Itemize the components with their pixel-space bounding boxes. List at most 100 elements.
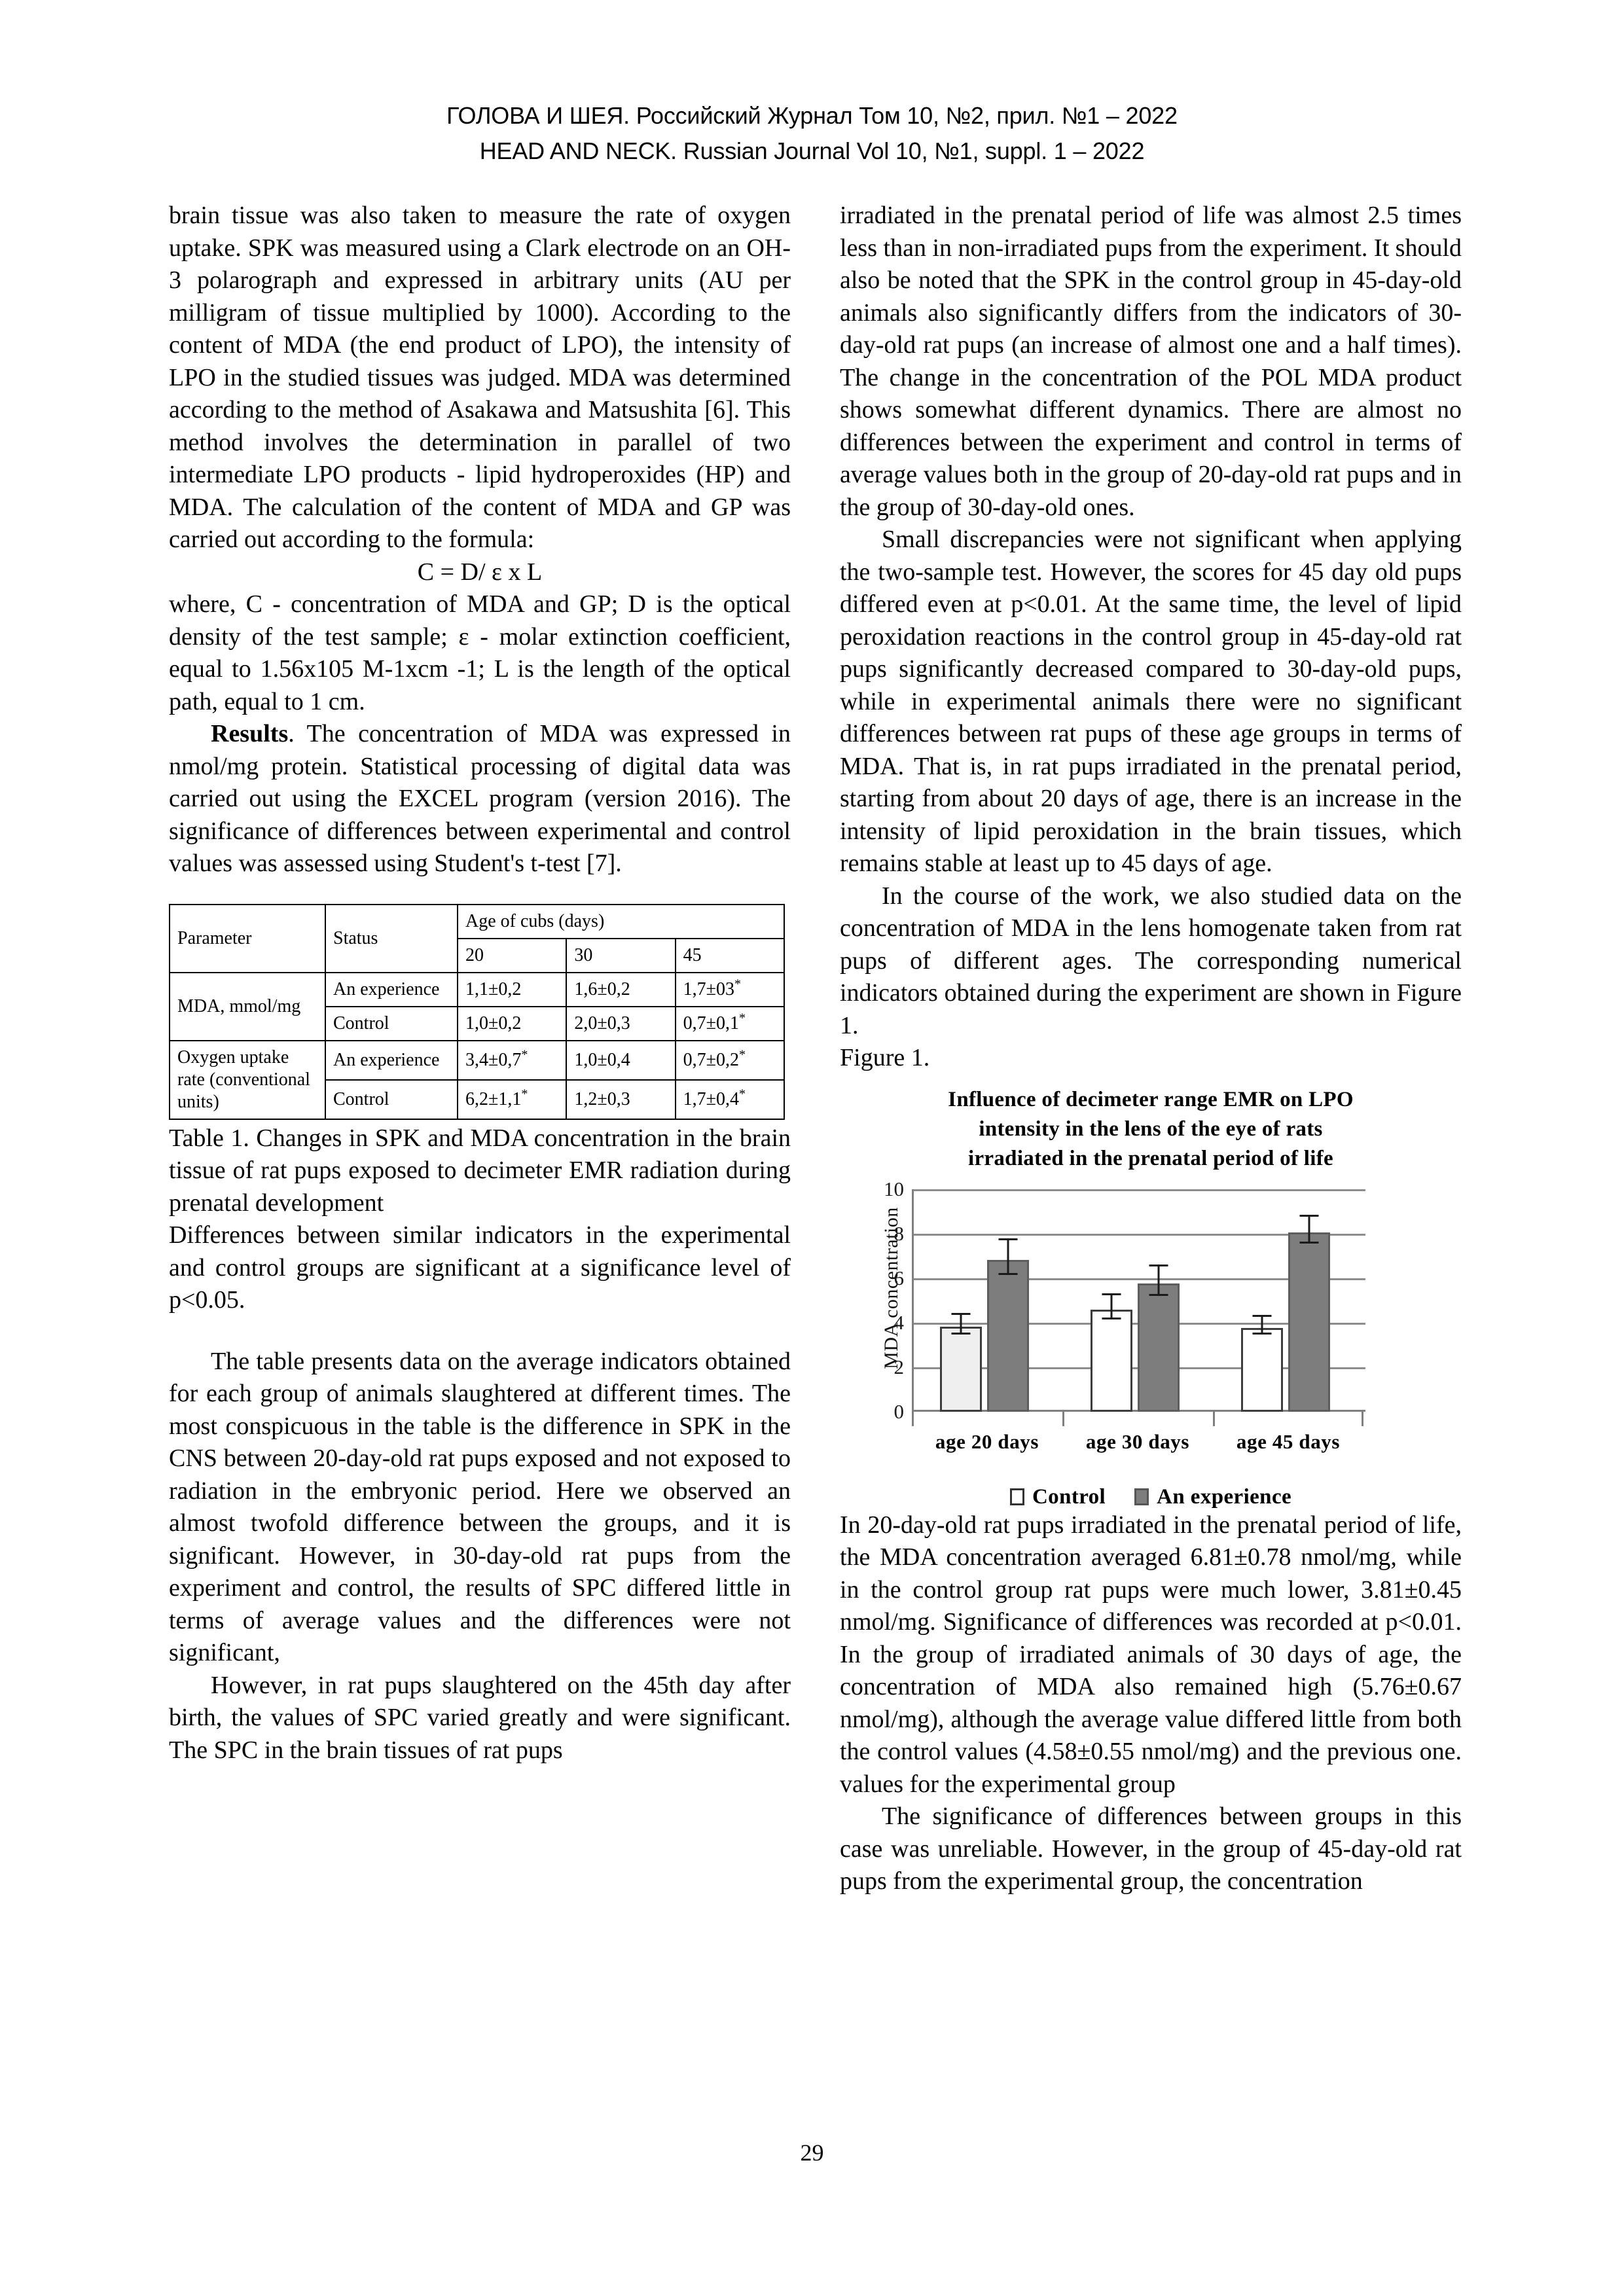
chart-x-tick (1062, 1411, 1064, 1426)
chart-group-age-20 (914, 1189, 1064, 1412)
chart-error-cap-bottom (1102, 1318, 1121, 1320)
page-number: 29 (800, 2140, 824, 2166)
table-header-age-45: 45 (674, 937, 785, 973)
table-cell-value: 1,2±0,3 (566, 1079, 676, 1120)
running-head-line-en: HEAD AND NECK. Russian Journal Vol 10, №… (479, 137, 1145, 164)
significance-marker: * (521, 1086, 528, 1102)
table-cell-value: 1,6±0,2 (566, 971, 676, 1007)
chart-error-bar (1110, 1295, 1113, 1320)
table-1-caption: Table 1. Changes in SPK and MDA concentr… (169, 1124, 791, 1217)
chart-plot-area: MDA concentration 10 8 6 4 2 0 (840, 1177, 1462, 1453)
left-column: brain tissue was also taken to measure t… (169, 200, 791, 1767)
chart-y-tick: 10 (884, 1177, 904, 1200)
chart-error-bar (1308, 1217, 1310, 1244)
table-header-row-2: 20 30 45 (170, 937, 785, 973)
table-1: Parameter Status Age of cubs (days) 20 3… (169, 903, 785, 1120)
table-cell-value: 3,4±0,7* (456, 1039, 568, 1081)
table-row: Control 1,0±0,2 2,0±0,3 0,7±0,1* (170, 1005, 785, 1041)
chart-error-cap-bottom (1252, 1333, 1272, 1335)
chart-y-tick: 4 (893, 1310, 905, 1334)
paragraph-discussion-1: The table presents data on the average i… (169, 1347, 791, 1667)
table-cell-value: 1,7±03* (674, 971, 785, 1007)
chart-x-label: age 30 days (1085, 1429, 1190, 1453)
chart-legend-label: Control (1032, 1484, 1106, 1509)
paragraph-right-5: The significance of differences between … (840, 1803, 1462, 1895)
chart-x-label: age 45 days (1236, 1429, 1341, 1453)
chart-legend-item-experience: An experience (1134, 1485, 1291, 1509)
chart-group-age-30 (1064, 1189, 1215, 1412)
chart-title-line-1: Influence of decimeter range EMR on LPO (948, 1087, 1354, 1111)
table-cell-value: 2,0±0,3 (566, 1005, 676, 1041)
chart-y-tick: 2 (893, 1355, 905, 1378)
significance-marker: * (739, 1086, 746, 1102)
table-cell-status-experience: An experience (325, 1039, 458, 1081)
chart-error-bar (1007, 1240, 1009, 1276)
table-header-age-30: 30 (566, 937, 676, 973)
chart-error-cap-top (1102, 1293, 1121, 1296)
table-cell-value: 1,0±0,4 (566, 1039, 676, 1081)
chart-bar-control (940, 1312, 982, 1412)
table-cell-parameter-mda: MDA, mmol/mg (169, 971, 326, 1041)
table-header-row-1: Parameter Status Age of cubs (days) (169, 903, 785, 973)
table-header-status: Status (325, 903, 458, 973)
significance-marker: * (739, 1047, 746, 1062)
significance-marker: * (521, 1047, 528, 1062)
chart-bar-experience (1288, 1215, 1330, 1412)
chart-legend: Control An experience (840, 1485, 1462, 1509)
body-columns: brain tissue was also taken to measure t… (169, 200, 1462, 1898)
paragraph-right-3: In the course of the work, we also studi… (840, 882, 1462, 1039)
results-heading: Results (211, 720, 289, 747)
table-cell-status-experience: An experience (325, 971, 458, 1007)
table-cell-parameter-oxygen: Oxygen uptake rate (conventional units) (169, 1039, 326, 1120)
paragraph-right-1: irradiated in the prenatal period of lif… (840, 202, 1462, 521)
chart-error-cap-top (951, 1312, 971, 1315)
table-cell-value: 1,0±0,2 (456, 1005, 568, 1041)
table-cell-value: 1,7±0,4* (674, 1079, 785, 1120)
chart-gridline (914, 1278, 1365, 1280)
figure-1-label: Figure 1. (840, 1044, 930, 1071)
results-text: . The concentration of MDA was expressed… (169, 720, 791, 877)
chart-x-tick (912, 1411, 914, 1426)
table-cell-status-control: Control (325, 1079, 458, 1120)
chart-error-cap-bottom (951, 1333, 971, 1335)
chart-x-tick (1362, 1411, 1363, 1426)
formula-concentration: C = D/ ε x L (417, 558, 543, 586)
table-1-wrapper: Parameter Status Age of cubs (days) 20 3… (169, 903, 791, 1120)
significance-marker: * (739, 1011, 746, 1026)
table-cell-status-control: Control (325, 1005, 458, 1041)
chart-plot (912, 1189, 1365, 1412)
table-row: Control 6,2±1,1* 1,2±0,3 1,7±0,4* (170, 1079, 785, 1120)
paragraph-right-2: Small discrepancies were not significant… (840, 526, 1462, 877)
chart-bar-groups (914, 1189, 1365, 1412)
chart-y-tick: 8 (893, 1221, 905, 1245)
chart-bar-control (1241, 1315, 1283, 1412)
chart-group-age-45 (1215, 1189, 1365, 1412)
running-head: ГОЛОВА И ШЕЯ. Российский Журнал Том 10, … (0, 98, 1624, 169)
table-header-age-group: Age of cubs (days) (457, 903, 785, 939)
chart-error-cap-top (998, 1238, 1018, 1241)
table-row: MDA, mmol/mg An experience 1,1±0,2 1,6±0… (169, 971, 785, 1041)
table-header-age-20: 20 (456, 937, 568, 973)
table-1-note: Differences between similar indicators i… (169, 1221, 791, 1314)
paragraph-formula-legend: where, C - concentration of MDA and GP; … (169, 590, 791, 715)
chart-gridline (914, 1233, 1365, 1236)
table-header-parameter: Parameter (169, 903, 326, 973)
legend-swatch-control-icon (1009, 1488, 1024, 1505)
chart-error-cap-top (1299, 1215, 1319, 1217)
table-cell-value: 1,1±0,2 (456, 971, 568, 1007)
running-head-line-ru: ГОЛОВА И ШЕЯ. Российский Журнал Том 10, … (446, 102, 1178, 129)
chart-title: Influence of decimeter range EMR on LPO … (840, 1079, 1462, 1174)
chart-error-cap-bottom (1299, 1242, 1319, 1244)
figure-1: Influence of decimeter range EMR on LPO … (840, 1079, 1462, 1509)
table-row: Oxygen uptake rate (conventional units) … (169, 1039, 785, 1120)
chart-error-bar (1261, 1317, 1263, 1335)
chart-gridline (914, 1189, 1365, 1191)
paragraph-discussion-2: However, in rat pups slaughtered on the … (169, 1671, 791, 1764)
chart-x-axis-ticks (912, 1411, 1363, 1426)
paragraph-methods-1: brain tissue was also taken to measure t… (169, 202, 791, 553)
chart-bar-experience (987, 1238, 1029, 1412)
chart-error-cap-bottom (998, 1273, 1018, 1276)
chart-error-cap-top (1252, 1315, 1272, 1318)
chart-x-label: age 20 days (935, 1429, 1039, 1453)
